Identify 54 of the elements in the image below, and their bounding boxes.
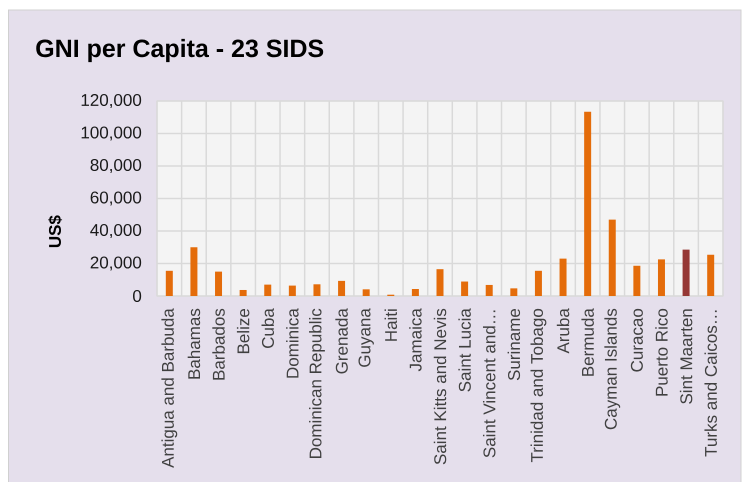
x-tick-label: Saint Lucia bbox=[458, 308, 471, 392]
bar bbox=[534, 270, 542, 296]
bar bbox=[264, 284, 272, 296]
x-tick-label: Jamaica bbox=[409, 308, 422, 372]
x-tick-label: Saint Kitts and Nevis bbox=[434, 308, 446, 464]
bar bbox=[412, 289, 419, 296]
bar bbox=[313, 284, 320, 296]
x-tick-label: Suriname bbox=[508, 308, 520, 380]
bar bbox=[560, 258, 567, 296]
bar bbox=[633, 266, 640, 296]
y-axis-title: US$ bbox=[48, 215, 62, 248]
x-tick-label: Dominica bbox=[286, 308, 299, 378]
y-tick-label: 100,000 bbox=[82, 126, 142, 141]
chart-title: GNI per Capita - 23 SIDS bbox=[36, 38, 324, 62]
y-tick-label: 60,000 bbox=[90, 191, 142, 206]
bar bbox=[510, 288, 518, 296]
bar bbox=[707, 254, 714, 296]
x-tick-label: Bermuda bbox=[581, 308, 594, 376]
bar bbox=[658, 259, 665, 296]
bar bbox=[240, 290, 247, 296]
bar bbox=[436, 269, 444, 296]
x-tick-label: Sint Maarten bbox=[680, 309, 692, 404]
bar bbox=[338, 280, 346, 296]
x-tick-label: Guyana bbox=[358, 308, 374, 367]
bar bbox=[608, 220, 616, 296]
bar bbox=[584, 112, 592, 296]
x-tick-label: Cuba bbox=[262, 308, 274, 348]
x-tick-label: Turks and Caicos… bbox=[704, 310, 717, 456]
x-tick-label: Curacao bbox=[630, 308, 643, 372]
y-tick-label: 40,000 bbox=[90, 224, 142, 238]
x-tick-label: Trinidad and Tobago bbox=[530, 308, 546, 462]
bar bbox=[682, 250, 690, 296]
bar bbox=[486, 284, 493, 296]
bar bbox=[288, 286, 296, 296]
x-tick-label: Belize bbox=[236, 308, 250, 354]
bar bbox=[190, 247, 198, 296]
bar bbox=[215, 272, 222, 296]
y-tick-label: 0 bbox=[133, 290, 142, 302]
x-tick-label: Barbados bbox=[212, 308, 225, 380]
bar bbox=[166, 270, 173, 296]
x-tick-label: Grenada bbox=[335, 308, 348, 374]
x-tick-label: Antigua and Barbuda bbox=[161, 308, 178, 468]
x-tick-label: Puerto Rico bbox=[655, 308, 668, 396]
x-tick-label: Dominican Republic bbox=[309, 308, 325, 458]
x-tick-label: Haiti bbox=[384, 309, 398, 341]
bar bbox=[362, 289, 370, 296]
y-tick-label: 20,000 bbox=[90, 256, 142, 271]
x-tick-label: Cayman Islands bbox=[604, 308, 620, 430]
x-tick-label: Saint Vincent and… bbox=[482, 310, 496, 458]
bar bbox=[461, 282, 468, 296]
x-tick-label: Aruba bbox=[556, 308, 570, 354]
y-tick-label: 120,000 bbox=[82, 94, 142, 108]
y-tick-label: 80,000 bbox=[90, 158, 142, 174]
x-tick-label: Bahamas bbox=[188, 308, 200, 379]
